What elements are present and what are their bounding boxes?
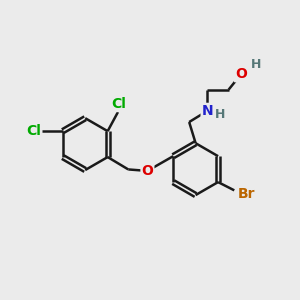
Text: Cl: Cl xyxy=(26,124,41,138)
Text: H: H xyxy=(250,58,261,70)
Text: O: O xyxy=(235,67,247,81)
Text: Br: Br xyxy=(237,187,255,201)
Text: N: N xyxy=(202,104,213,118)
Text: Cl: Cl xyxy=(111,97,126,111)
Text: H: H xyxy=(214,108,225,121)
Text: O: O xyxy=(142,164,153,178)
